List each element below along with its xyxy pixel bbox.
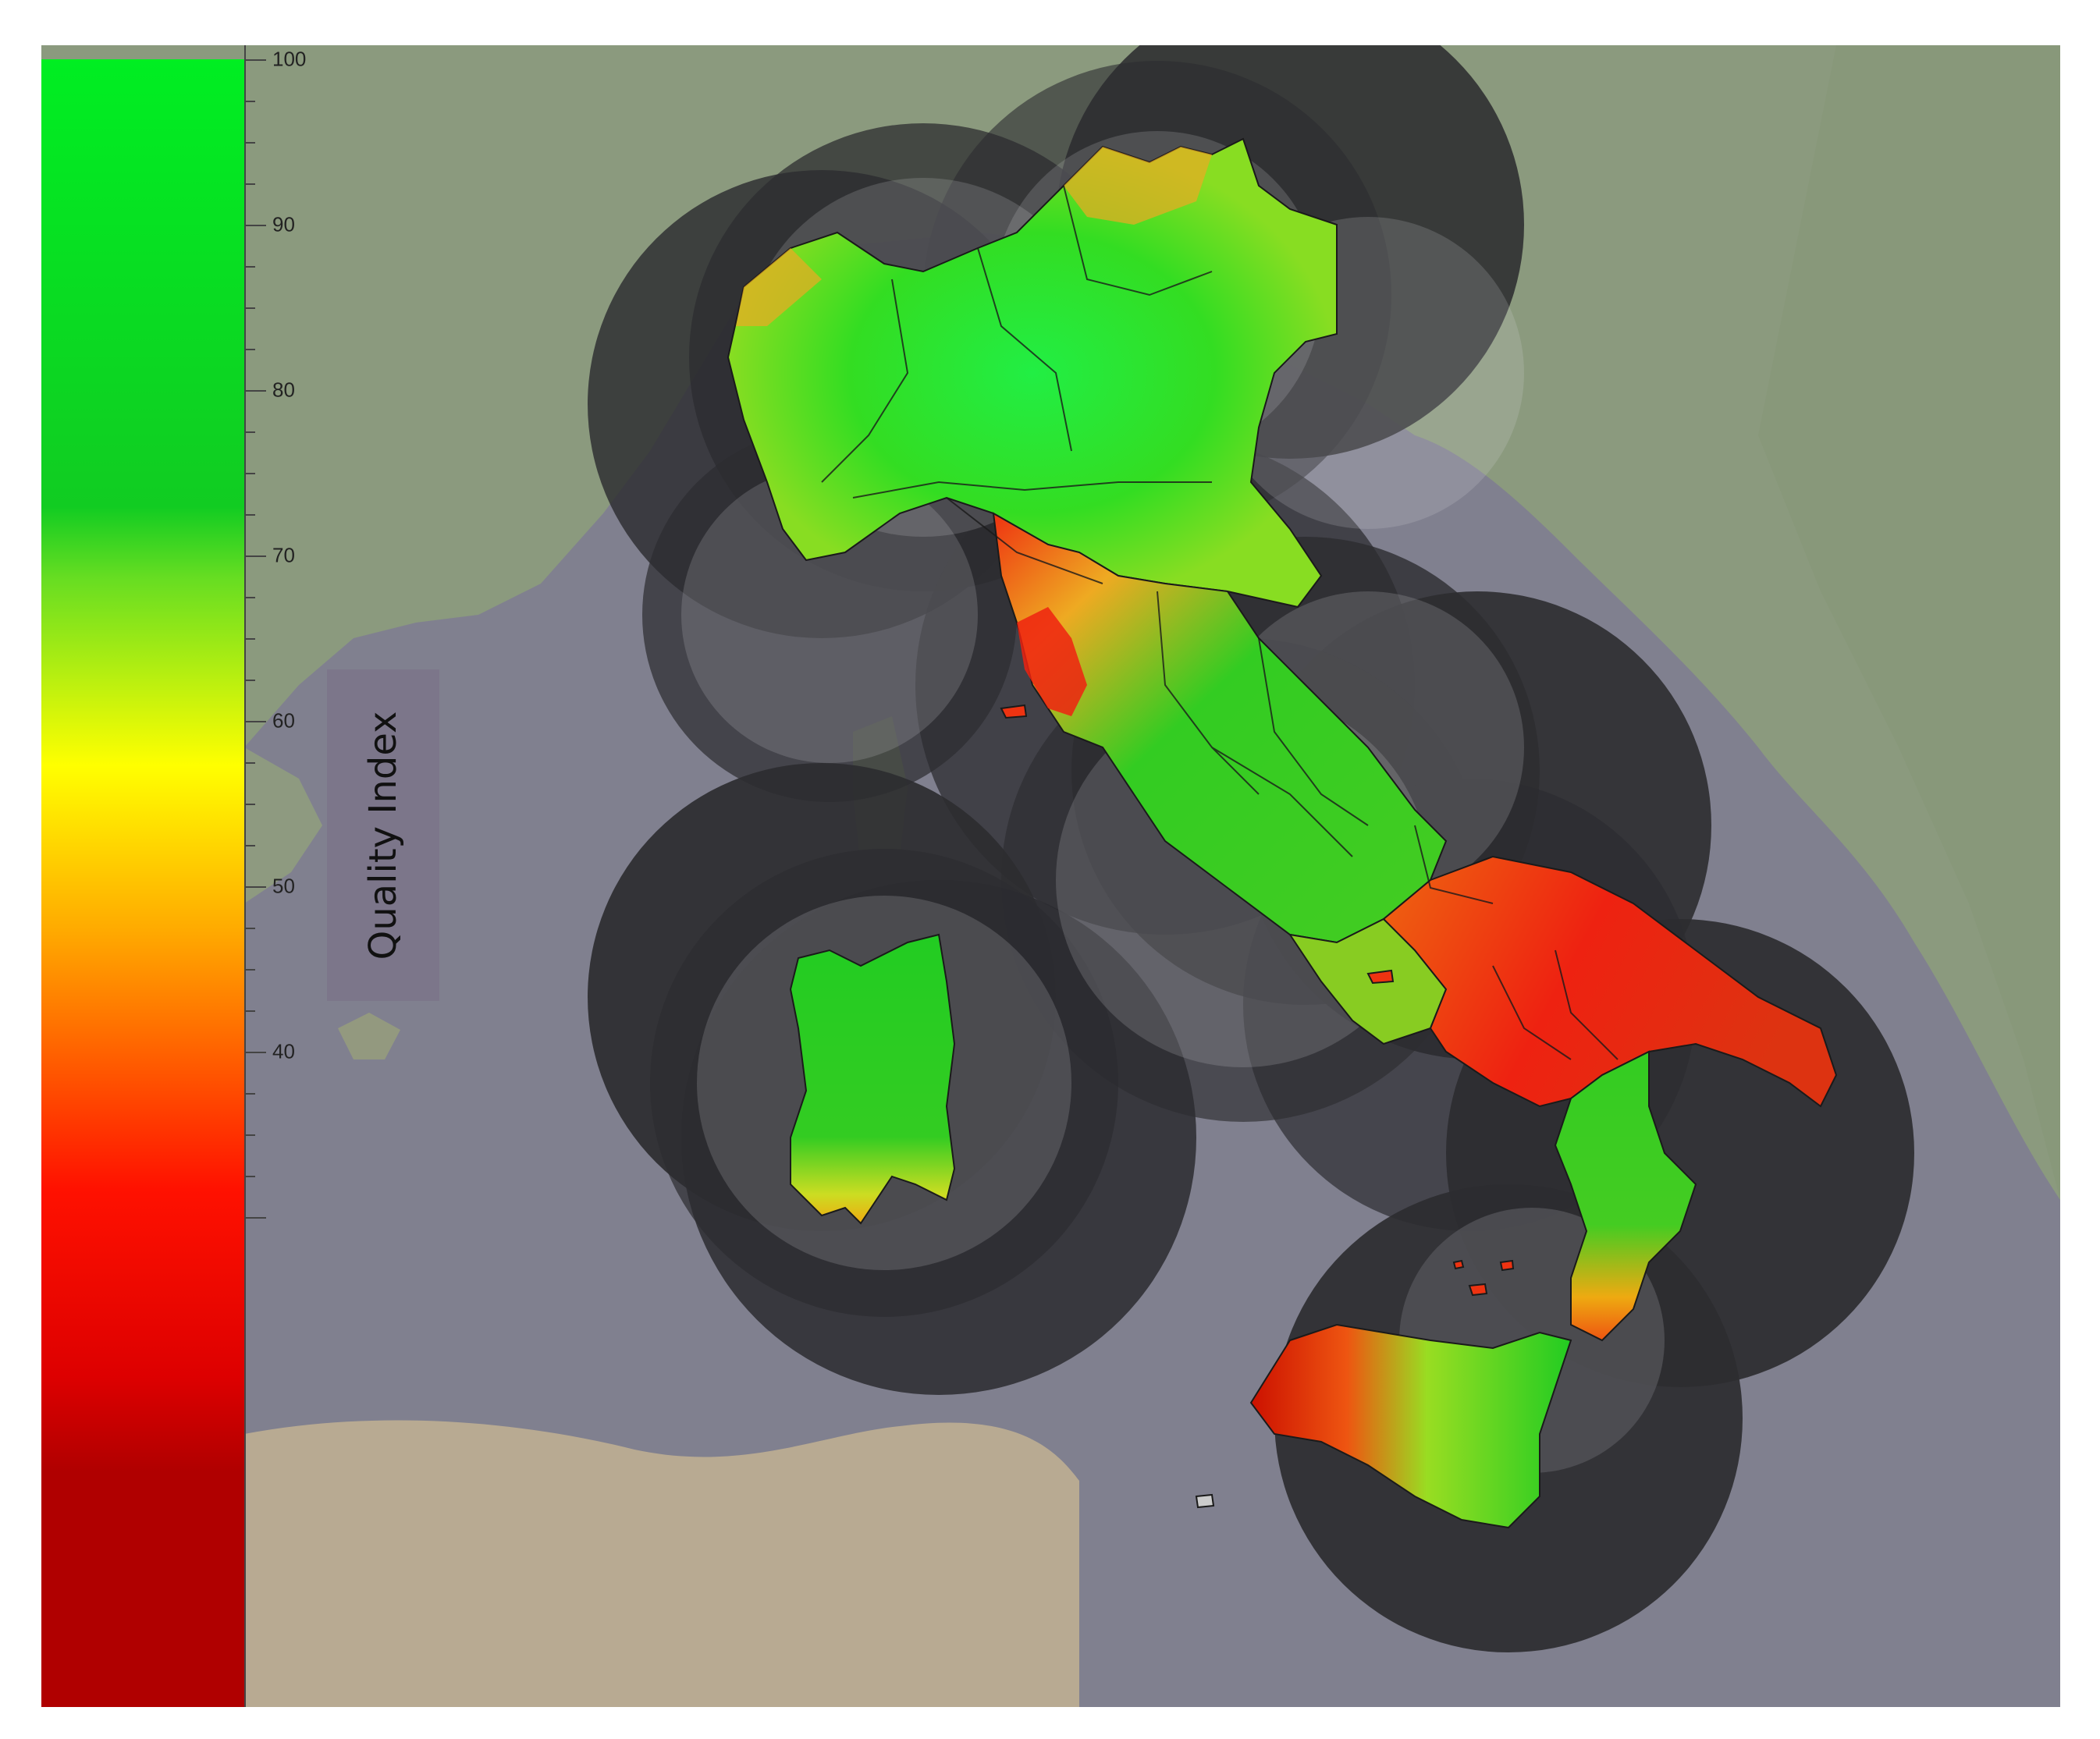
colorbar-tick-mark [244,307,255,309]
colorbar-tick-mark [244,1176,255,1177]
colorbar-tick-mark [244,721,266,722]
colorbar-tick-mark [244,1093,255,1095]
colorbar-tick-mark [244,142,255,144]
quality-index-colorbar [41,59,244,1707]
colorbar-tick-label: 50 [272,874,295,898]
colorbar-axis-line [244,45,246,1707]
southern-italy-region [1382,855,1838,1108]
colorbar-tick-mark [244,59,266,61]
colorbar-tick-axis: 100 90 80 70 60 50 40 [244,45,354,1707]
iberia-coast [244,747,322,903]
colorbar-tick-mark [244,969,255,971]
colorbar-tick-mark [244,638,255,640]
colorbar-tick-mark [244,473,255,474]
italy-radar-coverage-map [41,45,2060,1707]
colorbar-tick-label: 40 [272,1039,295,1063]
colorbar-tick-mark [244,514,255,516]
colorbar-tick-label: 80 [272,378,295,402]
quality-index-map-figure: 100 90 80 70 60 50 40 Quality Index [41,45,2060,1707]
colorbar-tick-mark [244,349,255,350]
colorbar-tick-mark [244,1010,255,1012]
colorbar-gradient [41,59,244,1707]
colorbar-tick-mark [244,804,255,805]
colorbar-tick-mark [244,762,255,764]
tyrrhenian-coast-red [1017,607,1087,716]
colorbar-tick-mark [244,680,255,681]
colorbar-tick-label: 60 [272,708,295,733]
colorbar-tick-mark [244,928,255,929]
colorbar-tick-mark [244,390,266,392]
calabria-region [1554,1050,1697,1342]
colorbar-tick-mark [244,597,255,598]
colorbar-tick-label: 100 [272,47,307,71]
small-islands [1000,704,1515,1509]
colorbar-tick-mark [244,431,255,433]
colorbar-tick-mark [244,1134,255,1136]
colorbar-tick-mark [244,845,255,846]
legend-title: Quality Index [361,711,405,960]
colorbar-tick-mark [244,555,266,557]
region-borders [821,185,1619,1060]
alps-border-yellow [736,147,1212,326]
legend-title-box: Quality Index [327,669,439,1001]
colorbar-tick-mark [244,225,266,226]
colorbar-tick-mark [244,101,255,102]
europe-landmass [41,45,2060,1200]
colorbar-tick-label: 90 [272,212,295,236]
sardinia-island [789,933,956,1225]
balkan-coast [1758,45,2060,1200]
italy-quality-field [727,137,1838,1529]
sicily-island [1249,1323,1572,1529]
colorbar-tick-mark [244,183,255,185]
colorbar-tick-label: 70 [272,543,295,567]
colorbar-tick-mark [244,886,266,888]
north-africa-landmass [244,1420,1079,1707]
colorbar-tick-mark [244,1052,266,1053]
colorbar-tick-mark [244,1217,266,1219]
northern-italy-region [727,137,1338,609]
balearic-island [338,1013,400,1059]
colorbar-tick-mark [244,266,255,268]
